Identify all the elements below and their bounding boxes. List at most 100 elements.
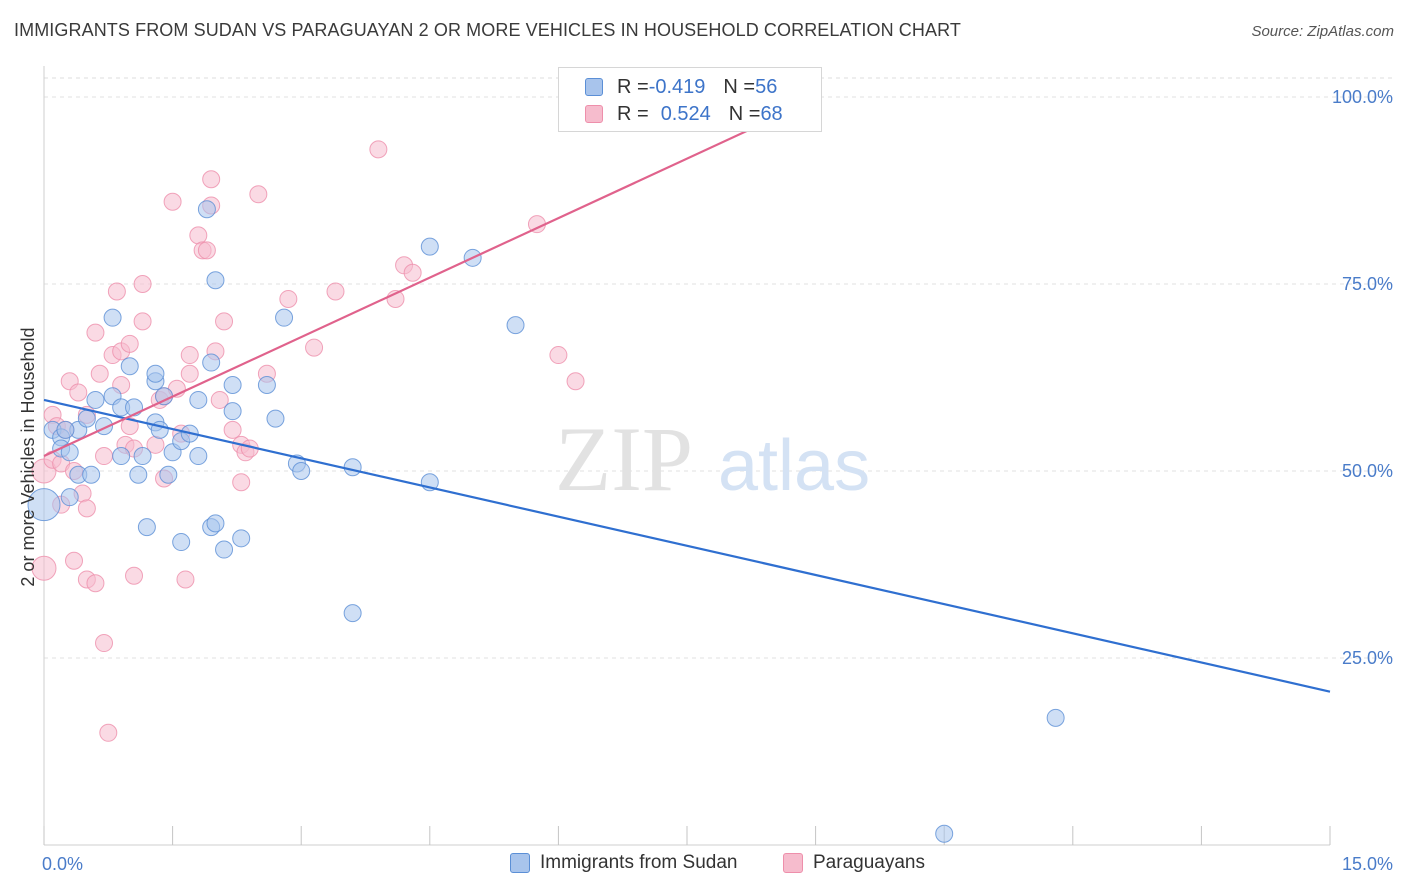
paraguay-point xyxy=(95,634,114,653)
sudan-point xyxy=(292,462,311,480)
sudan-point xyxy=(172,533,191,552)
paraguay-point xyxy=(189,226,208,245)
paraguay-point xyxy=(180,346,199,365)
sudan-trend-line xyxy=(43,398,1331,693)
y-tick-label: 50.0% xyxy=(1342,461,1393,481)
sudan-point xyxy=(197,200,216,219)
y-tick-label: 25.0% xyxy=(1342,648,1393,668)
paraguay-point xyxy=(77,499,96,518)
n-value: 68 xyxy=(760,102,783,125)
sudan-point xyxy=(420,237,439,256)
paraguay-point xyxy=(369,140,388,159)
n-label: N = xyxy=(723,75,756,98)
sudan-point xyxy=(223,402,242,421)
y-tick-label: 75.0% xyxy=(1342,274,1393,294)
paraguay-point xyxy=(223,420,242,439)
paraguay-point xyxy=(120,334,139,353)
sudan-point xyxy=(202,353,221,372)
x-tick-label: 0.0% xyxy=(42,854,83,874)
chart-title: IMMIGRANTS FROM SUDAN VS PARAGUAYAN 2 OR… xyxy=(14,20,961,40)
sudan-point xyxy=(223,375,242,394)
paraguay-point xyxy=(279,289,298,308)
y-axis-label: 2 or more Vehicles in Household xyxy=(18,327,38,586)
paraguayans-points xyxy=(31,140,585,742)
paraguay-point xyxy=(90,364,109,383)
paraguay-point xyxy=(197,241,216,260)
paraguay-point xyxy=(95,447,114,466)
x-tick-label: 15.0% xyxy=(1342,854,1393,874)
paraguay-point xyxy=(549,346,568,365)
r-value: 0.524 xyxy=(660,102,711,125)
source-label: Source: ZipAtlas.com xyxy=(1251,23,1394,40)
sudan-point xyxy=(189,390,208,409)
paraguay-point xyxy=(326,282,345,301)
paraguay-point xyxy=(202,170,221,189)
n-value: 56 xyxy=(755,75,778,98)
paraguay-point xyxy=(403,263,422,282)
sudan-point xyxy=(82,465,101,484)
sudan-points xyxy=(27,200,1065,843)
sudan-point xyxy=(232,529,251,548)
watermark-zip: ZIP xyxy=(555,408,693,510)
sudan-point xyxy=(137,518,156,537)
sudan-swatch xyxy=(585,78,603,96)
legend-label-paraguay: Paraguayans xyxy=(813,852,925,873)
sudan-point xyxy=(343,458,362,477)
paraguay-swatch xyxy=(585,105,603,123)
sudan-point xyxy=(266,409,285,428)
paraguay-point xyxy=(566,372,585,391)
sudan-point xyxy=(206,514,225,533)
tick-labels: 25.0% 50.0% 75.0% 100.0% 0.0% 15.0% xyxy=(42,87,1393,874)
paraguay-point xyxy=(86,574,105,593)
paraguay-point xyxy=(133,312,152,331)
paraguay-point xyxy=(133,275,152,293)
paraguay-point xyxy=(176,570,195,589)
paraguay-point xyxy=(31,555,57,581)
sudan-point xyxy=(343,604,362,623)
legend-row-sudan: R = -0.419 N = 56 xyxy=(585,74,777,100)
watermark: ZIP atlas xyxy=(555,408,870,510)
sudan-point xyxy=(146,364,165,383)
sudan-point xyxy=(103,308,122,327)
sudan-point xyxy=(159,465,178,484)
sudan-point xyxy=(56,420,75,439)
sudan-point xyxy=(77,409,96,428)
legend-item-paraguay[interactable]: Paraguayans xyxy=(783,852,925,874)
r-value: -0.419 xyxy=(648,75,706,98)
paraguay-point xyxy=(107,282,126,301)
legend-item-sudan[interactable]: Immigrants from Sudan xyxy=(510,852,737,874)
sudan-point xyxy=(129,465,148,484)
paraguay-point xyxy=(215,312,234,331)
paraguay-point xyxy=(99,723,118,742)
paraguay-point xyxy=(180,364,199,383)
grid-lines xyxy=(44,77,1392,659)
sudan-legend-swatch xyxy=(510,853,530,873)
sudan-point xyxy=(257,375,276,394)
r-label: R = xyxy=(617,75,649,98)
sudan-point xyxy=(506,316,525,335)
r-label: R = xyxy=(617,102,649,125)
paraguay-point xyxy=(125,566,144,585)
watermark-atlas: atlas xyxy=(718,426,870,506)
paraguay-point xyxy=(86,323,105,342)
paraguay-point xyxy=(305,338,324,357)
paraguay-legend-swatch xyxy=(783,853,803,873)
sudan-point xyxy=(275,308,294,327)
legend-row-paraguay: R = 0.524 N = 68 xyxy=(585,101,783,127)
paraguay-point xyxy=(120,417,139,436)
n-label: N = xyxy=(728,102,761,125)
sudan-point xyxy=(27,488,61,522)
sudan-point xyxy=(133,447,152,466)
sudan-point xyxy=(189,447,208,466)
paraguay-point xyxy=(232,473,251,492)
legend-label-sudan: Immigrants from Sudan xyxy=(540,852,738,873)
sudan-point xyxy=(112,447,131,466)
paraguay-point xyxy=(249,185,268,204)
sudan-point xyxy=(86,390,105,409)
paraguay-trend-line xyxy=(43,125,757,458)
series-legend: Immigrants from Sudan Paraguayans xyxy=(0,852,1406,878)
sudan-point xyxy=(935,824,954,843)
sudan-point xyxy=(215,540,234,559)
sudan-point xyxy=(60,488,79,507)
